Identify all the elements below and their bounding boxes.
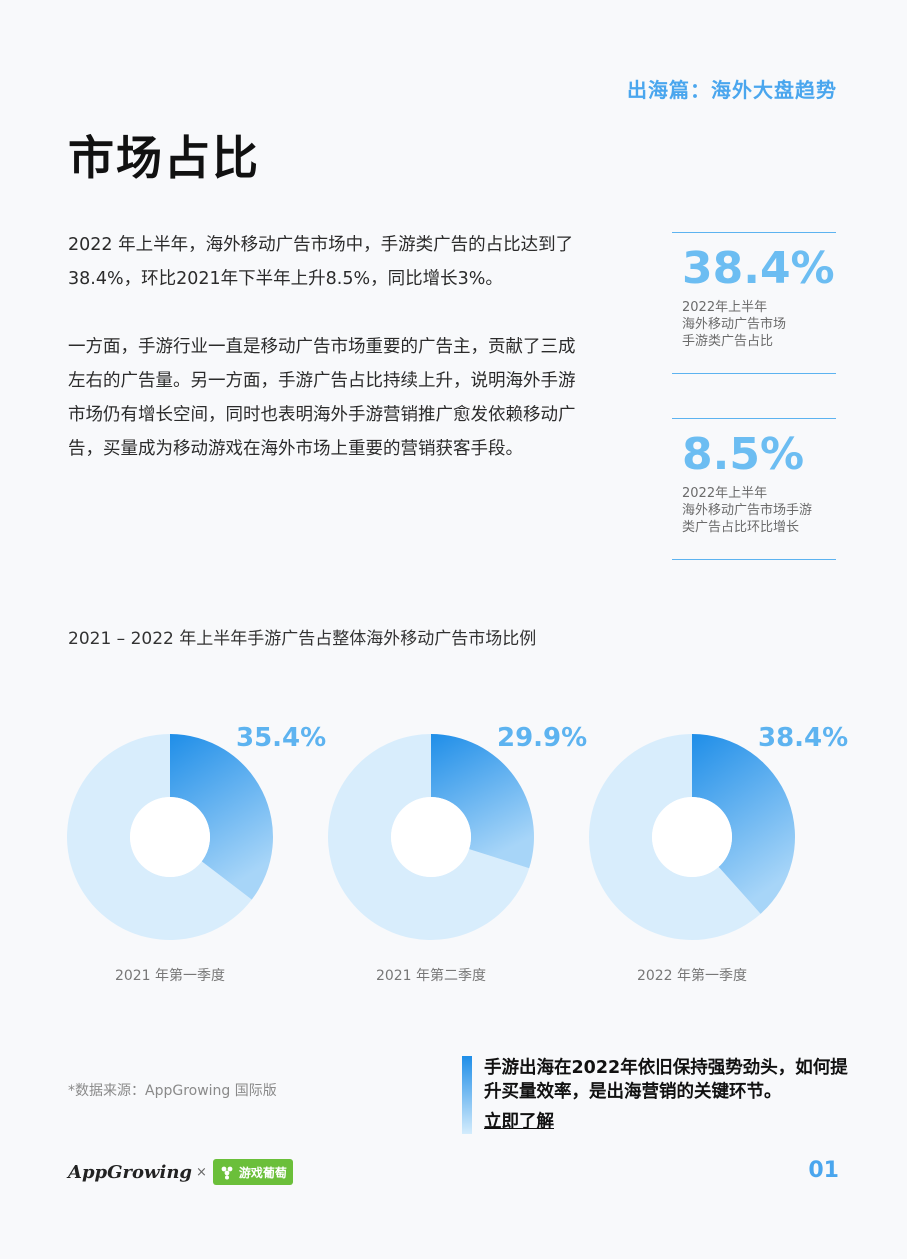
donut-value-label: 29.9% <box>497 723 587 753</box>
donut-category-label: 2022 年第一季度 <box>637 967 747 984</box>
stat-description: 2022年上半年 海外移动广告市场 手游类广告占比 <box>682 300 787 349</box>
partner-logo: 游戏葡萄 <box>212 1159 293 1185</box>
data-source: *数据来源：AppGrowing 国际版 <box>68 1083 277 1099</box>
donut-value-slice <box>170 734 273 900</box>
cta-accent-bar <box>462 1056 472 1134</box>
donut-remainder-slice <box>67 734 252 940</box>
section-tag: 出海篇：海外大盘趋势 <box>627 78 837 102</box>
partner-logo-text: 游戏葡萄 <box>238 1165 287 1180</box>
times-sign: × <box>196 1164 207 1180</box>
learn-more-link[interactable]: 立即了解 <box>484 1112 554 1132</box>
paragraph-1: 2022 年上半年，海外移动广告市场中，手游类广告的占比达到了38.4%，环比2… <box>68 235 574 289</box>
donut-remainder-slice <box>589 734 761 940</box>
appgrowing-logo: AppGrowing <box>68 1161 193 1183</box>
donut-hole <box>130 797 210 877</box>
stat-box-growth: 8.5% 2022年上半年 海外移动广告市场手游 类广告占比环比增长 <box>672 418 836 560</box>
stat-value: 8.5% <box>682 429 805 480</box>
chart-title: 2021 – 2022 年上半年手游广告占整体海外移动广告市场比例 <box>68 629 537 649</box>
footer-logos: AppGrowing × 游戏葡萄 <box>68 1158 293 1186</box>
cta-block: 手游出海在2022年依旧保持强势劲头，如何提升买量效率，是出海营销的关键环节。 … <box>462 1056 852 1134</box>
donut-remainder-slice <box>328 734 530 940</box>
stat-description: 2022年上半年 海外移动广告市场手游 类广告占比环比增长 <box>682 486 813 535</box>
donut-hole <box>652 797 732 877</box>
donut-value-label: 38.4% <box>758 723 848 753</box>
paragraph-2: 一方面，手游行业一直是移动广告市场重要的广告主，贡献了三成左右的广告量。另一方面… <box>68 337 576 459</box>
donut-value-label: 35.4% <box>236 723 326 753</box>
donut-value-slice <box>431 734 534 869</box>
donut-category-label: 2021 年第二季度 <box>376 967 486 984</box>
stat-box-share: 38.4% 2022年上半年 海外移动广告市场 手游类广告占比 <box>672 232 836 374</box>
donut-hole <box>391 797 471 877</box>
donut-charts: 35.4% 2021 年第一季度 29.9% 2021 年第二季度 38.4% 2022 … <box>67 723 848 984</box>
donut-category-label: 2021 年第一季度 <box>115 967 225 984</box>
grape-icon <box>221 1166 233 1180</box>
page-number: 01 <box>808 1158 839 1183</box>
page-title: 市场占比 <box>68 131 260 185</box>
stat-value: 38.4% <box>682 243 835 294</box>
donut-value-slice <box>692 734 795 914</box>
cta-text: 手游出海在2022年依旧保持强势劲头，如何提升买量效率，是出海营销的关键环节。 <box>484 1058 848 1102</box>
